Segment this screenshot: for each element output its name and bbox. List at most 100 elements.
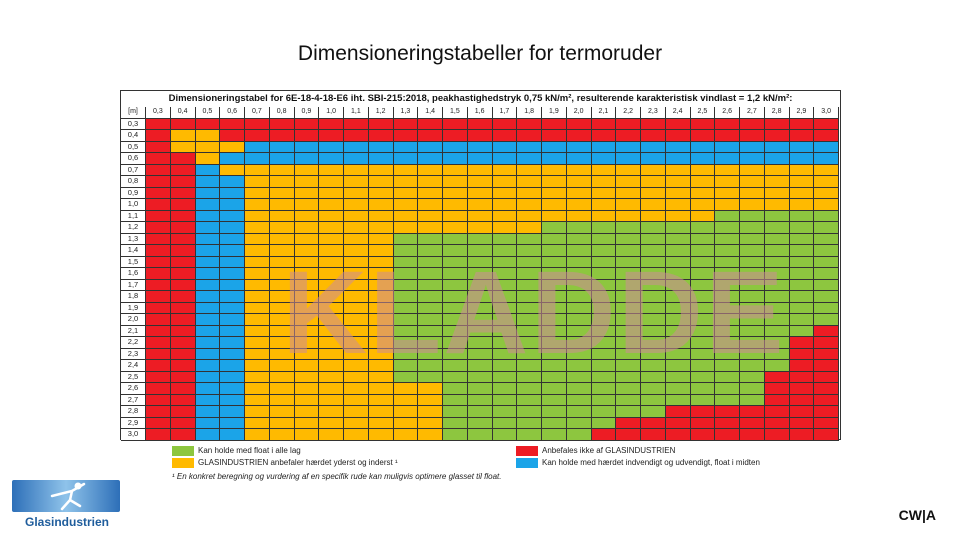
legend-swatch-red <box>516 446 538 456</box>
table-cell <box>715 394 740 406</box>
row-header: 2,4 <box>121 360 146 372</box>
table-cell <box>517 210 542 222</box>
table-cell <box>294 176 320 188</box>
table-cell <box>418 302 443 314</box>
table-cell <box>393 383 419 395</box>
table-cell <box>591 291 617 303</box>
table-cell <box>740 210 765 222</box>
table-cell <box>690 268 716 280</box>
table-cell <box>690 164 716 176</box>
table-cell <box>542 279 567 291</box>
table-cell <box>368 153 394 165</box>
column-header: 1,9 <box>542 107 567 119</box>
table-cell <box>591 130 617 142</box>
column-header: 0,8 <box>269 107 295 119</box>
table-cell <box>740 406 765 418</box>
table-cell <box>740 429 765 441</box>
table-cell <box>393 245 419 257</box>
table-cell <box>591 337 617 349</box>
table-cell <box>814 337 839 349</box>
table-cell <box>294 429 320 441</box>
table-cell <box>146 291 171 303</box>
table-cell <box>418 164 443 176</box>
table-cell <box>764 130 790 142</box>
table-cell <box>170 245 196 257</box>
table-cell <box>740 153 765 165</box>
table-cell <box>517 394 542 406</box>
table-cell <box>740 383 765 395</box>
table-cell <box>319 176 344 188</box>
table-cell <box>294 222 320 234</box>
table-cell <box>146 130 171 142</box>
table-cell <box>195 164 221 176</box>
table-cell <box>641 187 666 199</box>
table-cell <box>294 348 320 360</box>
table-cell <box>814 256 839 268</box>
table-cell <box>368 394 394 406</box>
table-cell <box>195 118 221 130</box>
table-cell <box>393 268 419 280</box>
column-header: 1,3 <box>393 107 419 119</box>
column-header: 2,3 <box>641 107 666 119</box>
table-cell <box>467 417 493 429</box>
legend-text-red: Anbefales ikke af GLASINDUSTRIEN <box>542 446 676 455</box>
table-cell <box>641 394 666 406</box>
table-cell <box>814 210 839 222</box>
table-cell <box>344 118 369 130</box>
table-cell <box>467 279 493 291</box>
table-cell <box>319 325 344 337</box>
table-cell <box>319 337 344 349</box>
table-cell <box>566 268 592 280</box>
table-cell <box>542 291 567 303</box>
table-cell <box>344 153 369 165</box>
table-cell <box>616 222 641 234</box>
table-cell <box>542 383 567 395</box>
table-cell <box>294 233 320 245</box>
table-cell <box>418 141 443 153</box>
table-cell <box>269 337 295 349</box>
table-cell <box>146 394 171 406</box>
table-cell <box>740 291 765 303</box>
table-cell <box>566 118 592 130</box>
table-cell <box>170 222 196 234</box>
table-cell <box>764 279 790 291</box>
table-cell <box>220 210 245 222</box>
table-cell <box>319 371 344 383</box>
table-cell <box>220 268 245 280</box>
table-cell <box>740 130 765 142</box>
table-cell <box>517 187 542 199</box>
table-cell <box>294 210 320 222</box>
column-header: 0,5 <box>195 107 221 119</box>
table-cell <box>319 429 344 441</box>
table-cell <box>467 268 493 280</box>
table-cell <box>517 429 542 441</box>
table-cell <box>146 153 171 165</box>
table-cell <box>319 245 344 257</box>
table-cell <box>616 187 641 199</box>
table-cell <box>591 164 617 176</box>
table-cell <box>764 348 790 360</box>
column-header: 1,4 <box>418 107 443 119</box>
table-cell <box>368 337 394 349</box>
row-header: 1,5 <box>121 256 146 268</box>
row-header: 2,0 <box>121 314 146 326</box>
row-header: 2,1 <box>121 325 146 337</box>
table-cell <box>591 406 617 418</box>
table-cell <box>393 256 419 268</box>
table-cell <box>690 429 716 441</box>
table-cell <box>740 325 765 337</box>
row-header: 2,6 <box>121 383 146 395</box>
table-cell <box>740 187 765 199</box>
table-cell <box>146 141 171 153</box>
table-cell <box>814 187 839 199</box>
table-cell <box>789 394 815 406</box>
table-cell <box>665 118 691 130</box>
table-cell <box>814 141 839 153</box>
table-cell <box>517 314 542 326</box>
column-header: 3,0 <box>814 107 839 119</box>
table-cell <box>220 118 245 130</box>
table-cell <box>393 279 419 291</box>
column-header: 1,1 <box>344 107 369 119</box>
table-cell <box>814 371 839 383</box>
table-cell <box>245 383 270 395</box>
